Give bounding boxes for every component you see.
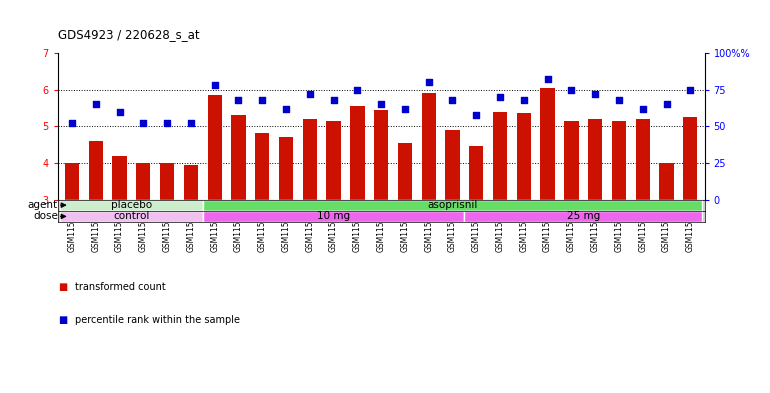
Bar <box>279 136 293 200</box>
Point <box>66 120 79 127</box>
Text: ■: ■ <box>58 315 67 325</box>
Text: 10 mg: 10 mg <box>317 211 350 221</box>
Bar <box>517 114 531 200</box>
Bar <box>60 200 203 211</box>
Text: GDS4923 / 220628_s_at: GDS4923 / 220628_s_at <box>58 28 199 41</box>
Bar <box>303 119 317 200</box>
Bar <box>398 143 412 200</box>
Point <box>137 120 149 127</box>
Point <box>303 91 316 97</box>
Bar <box>112 156 127 200</box>
Bar <box>464 211 702 222</box>
Point <box>470 112 483 118</box>
Point <box>637 106 649 112</box>
Point <box>327 97 340 103</box>
Bar <box>374 110 388 200</box>
Point <box>256 97 269 103</box>
Bar <box>255 133 270 200</box>
Point <box>89 101 102 107</box>
Bar <box>60 211 203 222</box>
Point <box>161 120 173 127</box>
Text: dose: dose <box>33 211 58 221</box>
Point <box>684 86 696 93</box>
Bar <box>350 106 364 200</box>
Point <box>661 101 673 107</box>
Point <box>209 82 221 88</box>
Bar <box>445 130 460 200</box>
Text: placebo: placebo <box>111 200 152 210</box>
Bar <box>203 200 702 211</box>
Bar <box>136 163 150 200</box>
Bar <box>493 112 507 200</box>
Point <box>399 106 411 112</box>
Bar <box>588 119 602 200</box>
Point <box>351 86 363 93</box>
Point <box>589 91 601 97</box>
Text: transformed count: transformed count <box>75 282 166 292</box>
Bar <box>89 141 103 200</box>
Bar <box>421 93 436 200</box>
Point <box>565 86 578 93</box>
Point <box>113 108 126 115</box>
Bar <box>65 163 79 200</box>
Bar <box>160 163 174 200</box>
Point <box>185 120 197 127</box>
Text: agent: agent <box>28 200 58 210</box>
Text: control: control <box>113 211 149 221</box>
Point <box>517 97 530 103</box>
Point <box>613 97 625 103</box>
Bar <box>612 121 626 200</box>
Bar <box>231 115 246 200</box>
Point <box>541 76 554 83</box>
Point <box>494 94 506 100</box>
Bar <box>635 119 650 200</box>
Bar <box>208 95 222 200</box>
Point <box>233 97 245 103</box>
Text: ■: ■ <box>58 282 67 292</box>
Point <box>280 106 292 112</box>
Text: percentile rank within the sample: percentile rank within the sample <box>75 315 239 325</box>
Bar <box>184 165 198 200</box>
Bar <box>326 121 340 200</box>
Bar <box>203 211 464 222</box>
Text: 25 mg: 25 mg <box>567 211 600 221</box>
Bar <box>659 163 674 200</box>
Point <box>423 79 435 86</box>
Text: asoprisnil: asoprisnil <box>427 200 477 210</box>
Bar <box>564 121 578 200</box>
Bar <box>469 147 484 200</box>
Point <box>447 97 459 103</box>
Bar <box>683 117 698 200</box>
Bar <box>541 88 554 200</box>
Point <box>375 101 387 107</box>
